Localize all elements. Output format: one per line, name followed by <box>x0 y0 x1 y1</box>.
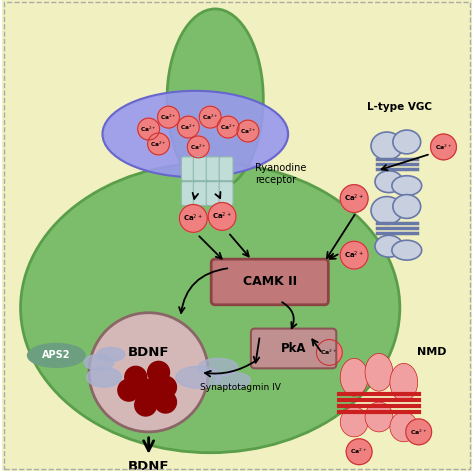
Ellipse shape <box>198 358 238 376</box>
Text: Ca$^{2+}$: Ca$^{2+}$ <box>410 427 428 437</box>
Ellipse shape <box>393 130 420 154</box>
FancyBboxPatch shape <box>193 182 207 206</box>
Ellipse shape <box>365 354 393 391</box>
Ellipse shape <box>27 344 85 367</box>
Ellipse shape <box>216 372 250 388</box>
Circle shape <box>199 106 221 128</box>
Circle shape <box>138 379 160 401</box>
Circle shape <box>147 381 170 403</box>
Circle shape <box>217 116 239 138</box>
Text: Ca$^{2+}$: Ca$^{2+}$ <box>183 213 203 224</box>
Circle shape <box>208 202 236 230</box>
Circle shape <box>237 120 259 142</box>
Text: Ca$^{2+}$: Ca$^{2+}$ <box>350 447 368 456</box>
Ellipse shape <box>393 195 420 219</box>
Text: Ca$^{2+}$: Ca$^{2+}$ <box>202 112 219 122</box>
Circle shape <box>147 361 170 383</box>
FancyBboxPatch shape <box>206 182 220 206</box>
Ellipse shape <box>375 235 403 257</box>
Ellipse shape <box>365 402 393 432</box>
Text: L-type VGC: L-type VGC <box>367 102 432 112</box>
Ellipse shape <box>21 164 399 452</box>
Ellipse shape <box>392 176 422 196</box>
Circle shape <box>118 379 140 401</box>
Ellipse shape <box>176 366 220 388</box>
Text: PkA: PkA <box>281 342 306 355</box>
Text: Ca$^{2+}$: Ca$^{2+}$ <box>219 122 237 132</box>
Text: Ca$^{2+}$: Ca$^{2+}$ <box>150 139 167 149</box>
Circle shape <box>317 339 342 365</box>
Text: APS2: APS2 <box>42 350 71 360</box>
Text: BDNF: BDNF <box>128 346 169 359</box>
Ellipse shape <box>103 92 287 176</box>
Ellipse shape <box>340 407 368 437</box>
Ellipse shape <box>371 197 403 224</box>
Ellipse shape <box>375 171 403 192</box>
Circle shape <box>135 394 156 416</box>
FancyBboxPatch shape <box>251 328 336 368</box>
Circle shape <box>147 133 170 155</box>
Circle shape <box>125 366 146 388</box>
Ellipse shape <box>390 364 418 401</box>
Ellipse shape <box>84 355 114 370</box>
Text: Ca$^{2+}$: Ca$^{2+}$ <box>320 348 338 357</box>
Circle shape <box>180 204 207 232</box>
FancyBboxPatch shape <box>193 157 207 181</box>
Ellipse shape <box>87 367 121 387</box>
Circle shape <box>138 118 160 140</box>
Text: NMD: NMD <box>417 347 446 357</box>
Ellipse shape <box>168 10 262 189</box>
Circle shape <box>340 185 368 212</box>
Text: Ca$^{2+}$: Ca$^{2+}$ <box>435 142 452 152</box>
Ellipse shape <box>371 132 403 160</box>
FancyBboxPatch shape <box>182 182 195 206</box>
Circle shape <box>346 439 372 465</box>
Circle shape <box>187 136 209 158</box>
Ellipse shape <box>97 347 125 361</box>
Circle shape <box>340 241 368 269</box>
Text: Ca$^{2+}$: Ca$^{2+}$ <box>239 127 256 136</box>
Circle shape <box>430 134 456 160</box>
Text: Ca$^{2+}$: Ca$^{2+}$ <box>140 124 157 134</box>
Text: Ca$^{2+}$: Ca$^{2+}$ <box>190 142 207 152</box>
Text: Synaptotagmin IV: Synaptotagmin IV <box>200 383 281 392</box>
FancyBboxPatch shape <box>182 157 195 181</box>
FancyBboxPatch shape <box>219 157 233 181</box>
Text: Ca$^{2+}$: Ca$^{2+}$ <box>344 249 364 261</box>
Ellipse shape <box>340 358 368 396</box>
Ellipse shape <box>392 240 422 260</box>
Text: Ca$^{2+}$: Ca$^{2+}$ <box>180 122 197 132</box>
Text: CAMK II: CAMK II <box>243 275 297 289</box>
Circle shape <box>177 116 199 138</box>
Text: BDNF: BDNF <box>128 460 169 473</box>
Text: Ca$^{2+}$: Ca$^{2+}$ <box>160 112 177 122</box>
Circle shape <box>155 391 176 413</box>
Text: Ca$^{2+}$: Ca$^{2+}$ <box>344 193 364 204</box>
FancyBboxPatch shape <box>211 259 328 305</box>
Text: Ryanodine
receptor: Ryanodine receptor <box>255 163 306 184</box>
Circle shape <box>406 419 432 445</box>
Circle shape <box>155 376 176 398</box>
Text: Ca$^{2+}$: Ca$^{2+}$ <box>212 211 232 222</box>
Ellipse shape <box>390 412 418 442</box>
FancyBboxPatch shape <box>219 182 233 206</box>
FancyBboxPatch shape <box>206 157 220 181</box>
Circle shape <box>89 313 208 432</box>
Circle shape <box>157 106 180 128</box>
